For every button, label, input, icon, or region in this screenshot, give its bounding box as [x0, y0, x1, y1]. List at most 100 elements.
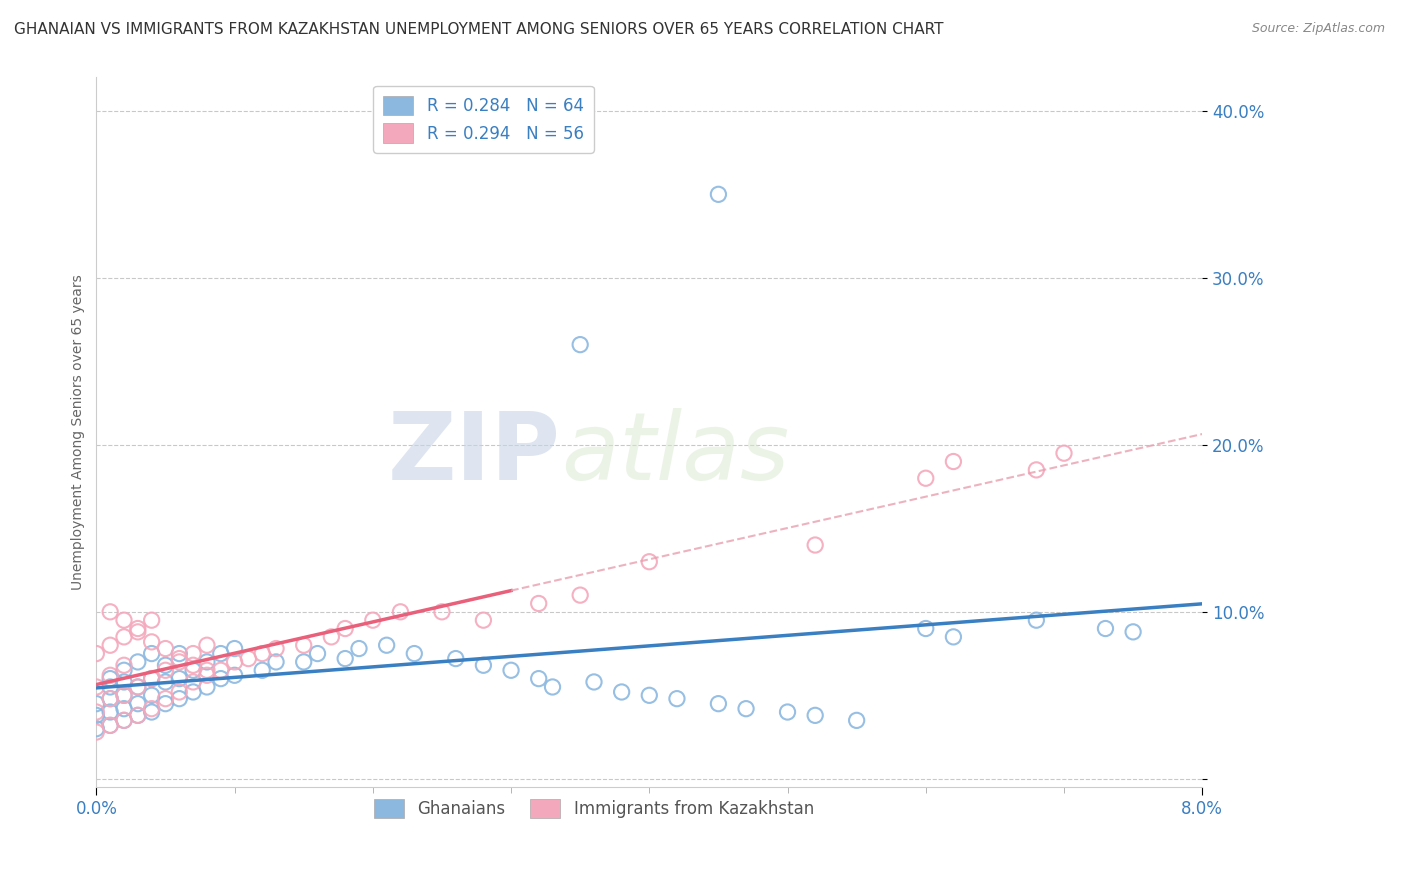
- Point: [472, 613, 495, 627]
- Point: [98, 691, 121, 706]
- Point: [127, 622, 149, 636]
- Point: [141, 635, 163, 649]
- Point: [804, 538, 827, 552]
- Point: [141, 647, 163, 661]
- Point: [86, 705, 108, 719]
- Point: [112, 675, 135, 690]
- Point: [181, 685, 204, 699]
- Point: [112, 630, 135, 644]
- Text: GHANAIAN VS IMMIGRANTS FROM KAZAKHSTAN UNEMPLOYMENT AMONG SENIORS OVER 65 YEARS : GHANAIAN VS IMMIGRANTS FROM KAZAKHSTAN U…: [14, 22, 943, 37]
- Point: [224, 655, 246, 669]
- Point: [335, 651, 357, 665]
- Point: [707, 697, 730, 711]
- Point: [472, 658, 495, 673]
- Point: [527, 597, 550, 611]
- Point: [127, 624, 149, 639]
- Point: [112, 714, 135, 728]
- Point: [914, 471, 936, 485]
- Point: [181, 658, 204, 673]
- Point: [1025, 463, 1047, 477]
- Point: [141, 672, 163, 686]
- Point: [375, 638, 398, 652]
- Point: [98, 668, 121, 682]
- Point: [321, 630, 343, 644]
- Point: [181, 647, 204, 661]
- Point: [86, 708, 108, 723]
- Point: [169, 651, 191, 665]
- Point: [527, 672, 550, 686]
- Text: Source: ZipAtlas.com: Source: ZipAtlas.com: [1251, 22, 1385, 36]
- Point: [155, 697, 177, 711]
- Point: [98, 705, 121, 719]
- Point: [252, 647, 274, 661]
- Point: [541, 680, 564, 694]
- Point: [1094, 622, 1116, 636]
- Point: [98, 718, 121, 732]
- Point: [776, 705, 799, 719]
- Point: [169, 655, 191, 669]
- Point: [127, 655, 149, 669]
- Point: [181, 675, 204, 690]
- Point: [155, 691, 177, 706]
- Point: [98, 680, 121, 694]
- Point: [264, 655, 287, 669]
- Point: [307, 647, 329, 661]
- Point: [169, 647, 191, 661]
- Point: [112, 663, 135, 677]
- Point: [430, 605, 453, 619]
- Point: [98, 605, 121, 619]
- Point: [195, 668, 218, 682]
- Point: [195, 655, 218, 669]
- Point: [86, 725, 108, 739]
- Point: [209, 672, 232, 686]
- Point: [169, 685, 191, 699]
- Point: [98, 638, 121, 652]
- Y-axis label: Unemployment Among Seniors over 65 years: Unemployment Among Seniors over 65 years: [72, 275, 86, 591]
- Point: [155, 641, 177, 656]
- Point: [335, 622, 357, 636]
- Point: [155, 658, 177, 673]
- Point: [404, 647, 426, 661]
- Point: [942, 454, 965, 468]
- Point: [292, 655, 315, 669]
- Point: [582, 675, 605, 690]
- Point: [845, 714, 868, 728]
- Point: [361, 613, 384, 627]
- Point: [292, 638, 315, 652]
- Point: [638, 689, 661, 703]
- Point: [499, 663, 522, 677]
- Point: [112, 689, 135, 703]
- Point: [112, 701, 135, 715]
- Point: [1025, 613, 1047, 627]
- Point: [141, 613, 163, 627]
- Point: [112, 658, 135, 673]
- Point: [141, 705, 163, 719]
- Point: [195, 638, 218, 652]
- Point: [155, 663, 177, 677]
- Point: [264, 641, 287, 656]
- Point: [638, 555, 661, 569]
- Point: [224, 668, 246, 682]
- Point: [610, 685, 633, 699]
- Point: [1122, 624, 1144, 639]
- Point: [127, 680, 149, 694]
- Point: [86, 722, 108, 736]
- Point: [169, 672, 191, 686]
- Point: [444, 651, 467, 665]
- Point: [141, 689, 163, 703]
- Text: ZIP: ZIP: [388, 408, 561, 500]
- Point: [98, 718, 121, 732]
- Point: [112, 613, 135, 627]
- Point: [127, 697, 149, 711]
- Point: [141, 701, 163, 715]
- Legend: Ghanaians, Immigrants from Kazakhstan: Ghanaians, Immigrants from Kazakhstan: [367, 792, 821, 825]
- Point: [112, 689, 135, 703]
- Point: [569, 337, 592, 351]
- Point: [86, 680, 108, 694]
- Point: [804, 708, 827, 723]
- Point: [98, 672, 121, 686]
- Point: [155, 675, 177, 690]
- Text: atlas: atlas: [561, 409, 789, 500]
- Point: [98, 691, 121, 706]
- Point: [112, 714, 135, 728]
